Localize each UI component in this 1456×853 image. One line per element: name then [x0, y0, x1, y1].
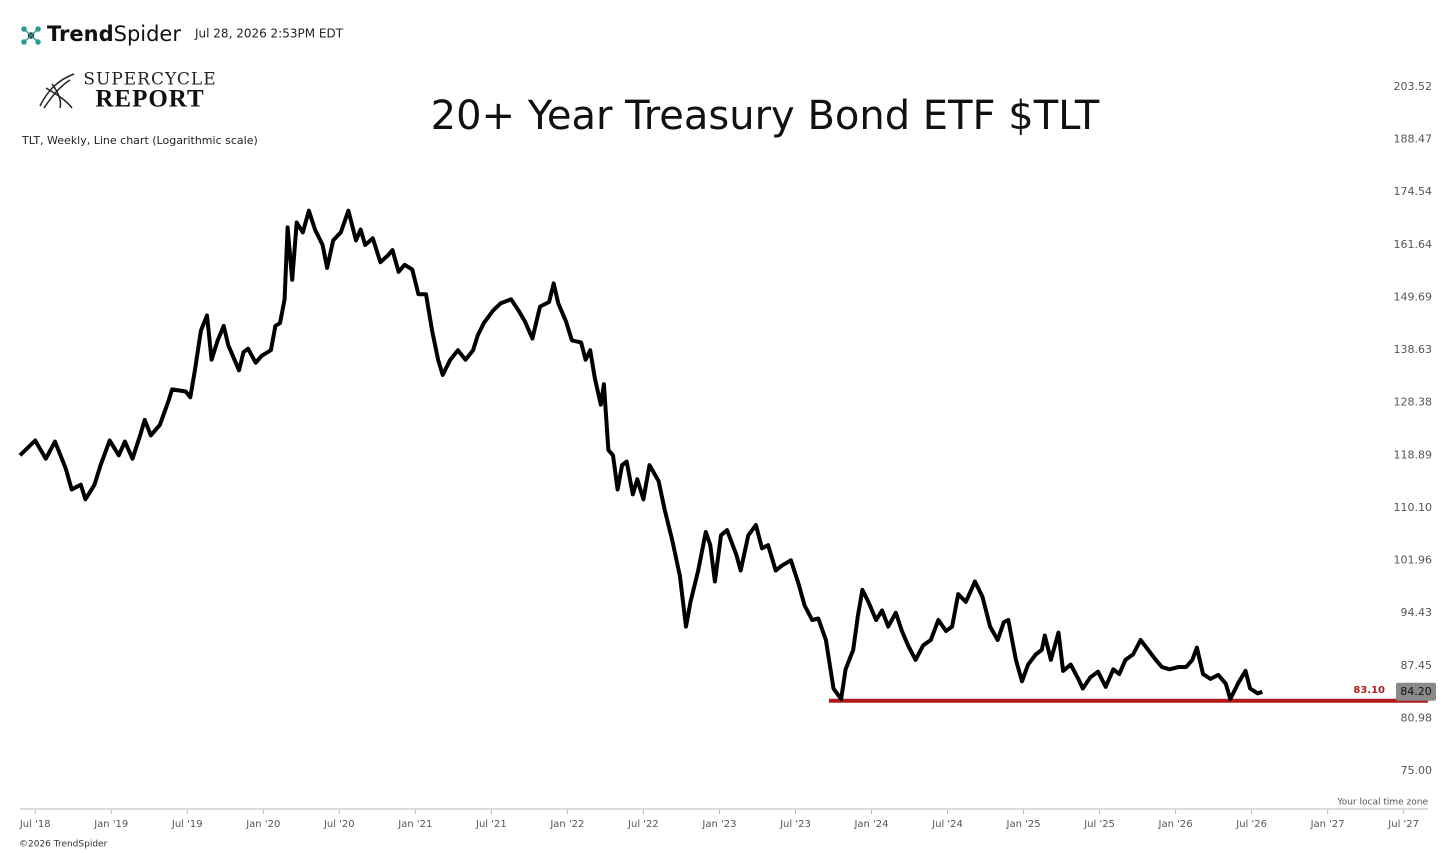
timezone-note: Your local time zone — [1336, 798, 1428, 808]
last-price-box — [1396, 682, 1436, 701]
y-tick-label: 161.64 — [1394, 238, 1433, 251]
x-tick-label: Jan '20 — [245, 819, 280, 830]
y-tick-label: 80.98 — [1401, 711, 1433, 724]
footer: ©2026 TrendSpider — [19, 840, 108, 850]
brand-icon — [21, 26, 41, 45]
y-tick-label: 75.00 — [1401, 764, 1433, 777]
price-line — [18, 208, 1263, 702]
x-tick-label: Jan '22 — [549, 819, 584, 830]
brand-bold: Trend — [47, 22, 114, 46]
x-tick-label: Jul '24 — [931, 819, 963, 830]
x-tick-label: Jul '22 — [627, 819, 659, 830]
brand-rest: Spider — [114, 22, 182, 46]
x-tick-label: Jan '19 — [93, 819, 128, 830]
last-price-label: 84.20 — [1400, 685, 1432, 698]
x-tick-label: Jul '27 — [1387, 819, 1419, 830]
y-tick-label: 188.47 — [1394, 133, 1433, 146]
x-tick-label: Jul '26 — [1235, 819, 1267, 830]
y-tick-label: 110.10 — [1394, 501, 1433, 514]
x-tick-label: Jul '20 — [323, 819, 355, 830]
subtitle: TLT, Weekly, Line chart (Logarithmic sca… — [21, 134, 258, 147]
x-tick-label: Jan '24 — [853, 819, 888, 830]
x-tick-label: Jul '18 — [19, 819, 51, 830]
logo-icon — [39, 73, 75, 109]
x-tick-label: Jul '23 — [779, 819, 811, 830]
x-tick-label: Jan '26 — [1158, 819, 1193, 830]
y-tick-label: 118.89 — [1394, 448, 1433, 461]
support-label: 83.10 — [1353, 685, 1385, 696]
chart-title: 20+ Year Treasury Bond ETF $TLT — [431, 93, 1100, 139]
x-tick-label: Jul '19 — [171, 819, 203, 830]
y-tick-label: 174.54 — [1394, 185, 1433, 198]
y-tick-label: 149.69 — [1394, 290, 1433, 303]
x-tick-label: Jan '27 — [1310, 819, 1345, 830]
logo-bottom: REPORT — [95, 86, 204, 113]
y-tick-label: 138.63 — [1394, 343, 1433, 356]
x-tick-label: Jul '25 — [1083, 819, 1115, 830]
x-tick-label: Jan '21 — [397, 819, 432, 830]
x-tick-label: Jan '25 — [1006, 819, 1041, 830]
logo-top: SUPERCYCLE — [83, 70, 216, 90]
y-tick-label: 94.43 — [1401, 606, 1433, 619]
y-tick-label: 101.96 — [1394, 554, 1433, 567]
y-tick-label: 203.52 — [1394, 80, 1433, 93]
brand: TrendSpider — [47, 22, 181, 46]
x-tick-label: Jul '21 — [475, 819, 507, 830]
x-tick-label: Jan '23 — [701, 819, 736, 830]
y-tick-label: 128.38 — [1394, 396, 1433, 409]
y-tick-label: 87.45 — [1401, 659, 1433, 672]
timestamp: Jul 28, 2026 2:53PM EDT — [194, 27, 344, 41]
